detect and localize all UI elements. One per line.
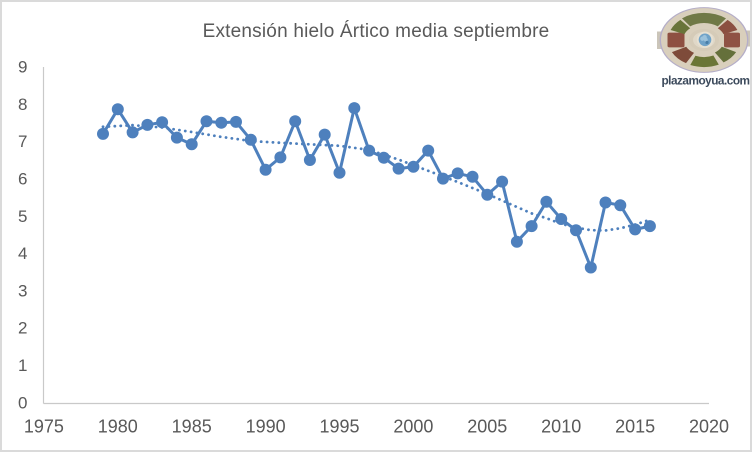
svg-text:plazamoyua.com: plazamoyua.com (661, 74, 749, 88)
svg-text:Extensión hielo Ártico media s: Extensión hielo Ártico media septiembre (203, 21, 550, 42)
svg-text:1: 1 (18, 356, 27, 375)
svg-text:1975: 1975 (24, 417, 64, 437)
svg-text:5: 5 (18, 207, 27, 226)
svg-text:2000: 2000 (393, 417, 433, 437)
svg-text:9: 9 (18, 57, 27, 76)
svg-text:1990: 1990 (246, 417, 286, 437)
svg-text:0: 0 (18, 393, 27, 412)
svg-text:2020: 2020 (689, 417, 729, 437)
svg-text:6: 6 (18, 169, 27, 188)
svg-text:7: 7 (18, 132, 27, 151)
svg-text:8: 8 (18, 95, 27, 114)
svg-text:2: 2 (18, 319, 27, 338)
svg-text:2015: 2015 (615, 417, 655, 437)
svg-text:1995: 1995 (319, 417, 359, 437)
svg-text:2010: 2010 (541, 417, 581, 437)
svg-text:4: 4 (18, 244, 27, 263)
svg-text:2005: 2005 (467, 417, 507, 437)
svg-text:1980: 1980 (98, 417, 138, 437)
svg-text:3: 3 (18, 281, 27, 300)
svg-text:1985: 1985 (172, 417, 212, 437)
